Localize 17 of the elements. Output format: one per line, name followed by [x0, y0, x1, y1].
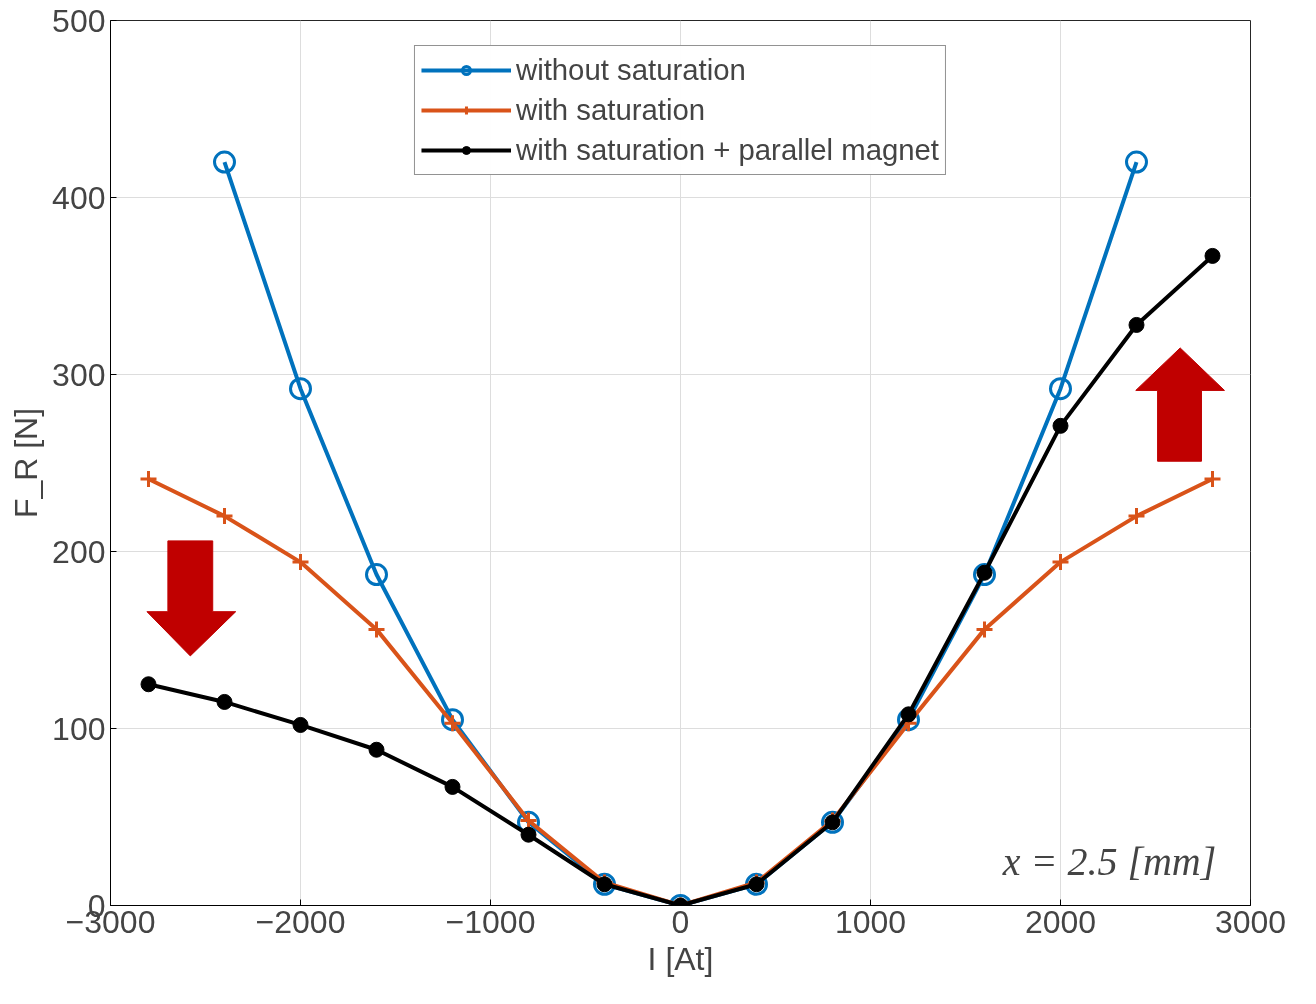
y-tick-label: 300 [52, 356, 106, 393]
legend-label: without saturation [515, 52, 746, 88]
x-tick-label: 0 [671, 903, 690, 940]
legend-label: with saturation [515, 92, 706, 128]
y-tick-label: 100 [52, 710, 106, 747]
x-tick-label: −1000 [445, 903, 536, 940]
legend-label: with saturation + parallel magnet [515, 132, 940, 168]
x-tick-label: 1000 [834, 903, 907, 940]
y-tick-label: 500 [52, 2, 106, 39]
x-tick-label: −2000 [255, 903, 346, 940]
x-axis-title: I [At] [647, 940, 714, 977]
x-tick-label: 3000 [1214, 903, 1287, 940]
annotation: x = 2.5 [mm] [1001, 839, 1217, 885]
y-tick-label: 200 [52, 533, 106, 570]
y-axis-title: F_R [N] [8, 407, 45, 519]
x-tick-label: 2000 [1024, 903, 1097, 940]
y-tick-label: 400 [52, 179, 106, 216]
